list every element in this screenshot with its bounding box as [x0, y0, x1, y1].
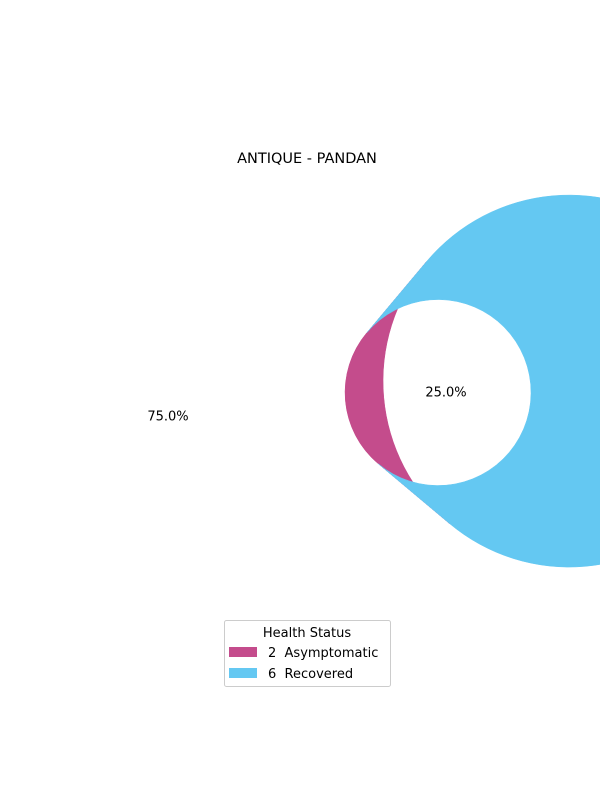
legend-swatch: [229, 647, 257, 657]
chart-title: ANTIQUE - PANDAN: [237, 151, 377, 167]
legend: Health Status 2 Asymptomatic 6 Recovered: [224, 620, 391, 687]
legend-label: 2 Asymptomatic: [268, 646, 378, 661]
legend-swatch: [229, 668, 257, 678]
legend-title: Health Status: [263, 626, 351, 641]
percent-label-asymptomatic: 25.0%: [425, 385, 466, 400]
slice-recovered: [366, 194, 600, 568]
percent-labels: 25.0% 75.0%: [147, 385, 466, 424]
legend-frame: [224, 620, 391, 687]
legend-items: 2 Asymptomatic 6 Recovered: [229, 646, 378, 682]
legend-label: 6 Recovered: [268, 667, 353, 682]
percent-label-recovered: 75.0%: [147, 410, 188, 425]
donut-slices: [344, 194, 600, 568]
